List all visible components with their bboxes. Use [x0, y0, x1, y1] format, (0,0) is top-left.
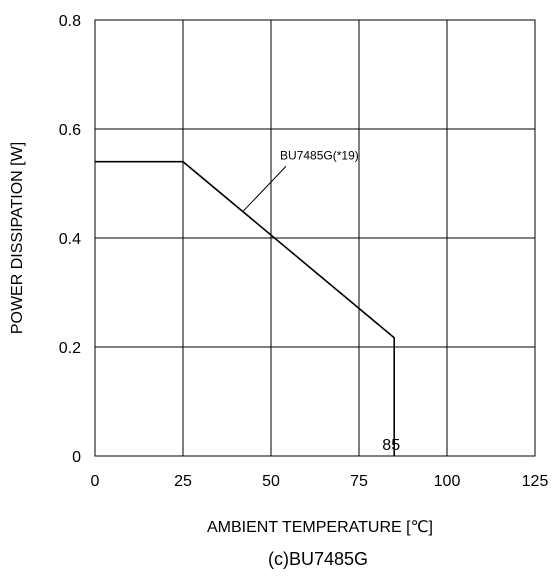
- x-axis-title: AMBIENT TEMPERATURE [℃]: [207, 519, 433, 536]
- y-tick-labels: 0 0.2 0.4 0.6 0.8: [59, 13, 81, 466]
- plot-frame: [94, 19, 536, 457]
- x-tick-label: 100: [434, 473, 461, 490]
- grid-lines: [95, 20, 535, 456]
- y-tick-label: 0.6: [59, 122, 81, 139]
- x-tick-label: 25: [174, 473, 192, 490]
- series-layer: [95, 160, 396, 456]
- y-axis-title: POWER DISSIPATION [W]: [9, 142, 26, 334]
- y-tick-label: 0.2: [59, 340, 81, 357]
- x-tick-label: 125: [522, 473, 549, 490]
- annotations: 85 BU7485G(*19): [242, 148, 400, 454]
- x-tick-label: 50: [262, 473, 280, 490]
- series-annotation-label: BU7485G(*19): [280, 148, 359, 162]
- x-tick-label: 75: [350, 473, 368, 490]
- x-85-annotation-label: 85: [382, 437, 400, 454]
- y-tick-label: 0.8: [59, 13, 81, 30]
- y-tick-label: 0: [72, 449, 81, 466]
- annotation-leader-line: [242, 165, 287, 212]
- chart-caption: (c)BU7485G: [268, 549, 368, 569]
- series-line: [95, 160, 396, 456]
- x-tick-label: 0: [91, 473, 100, 490]
- x-tick-labels: 0 25 50 75 100 125: [91, 473, 549, 490]
- y-tick-label: 0.4: [59, 231, 81, 248]
